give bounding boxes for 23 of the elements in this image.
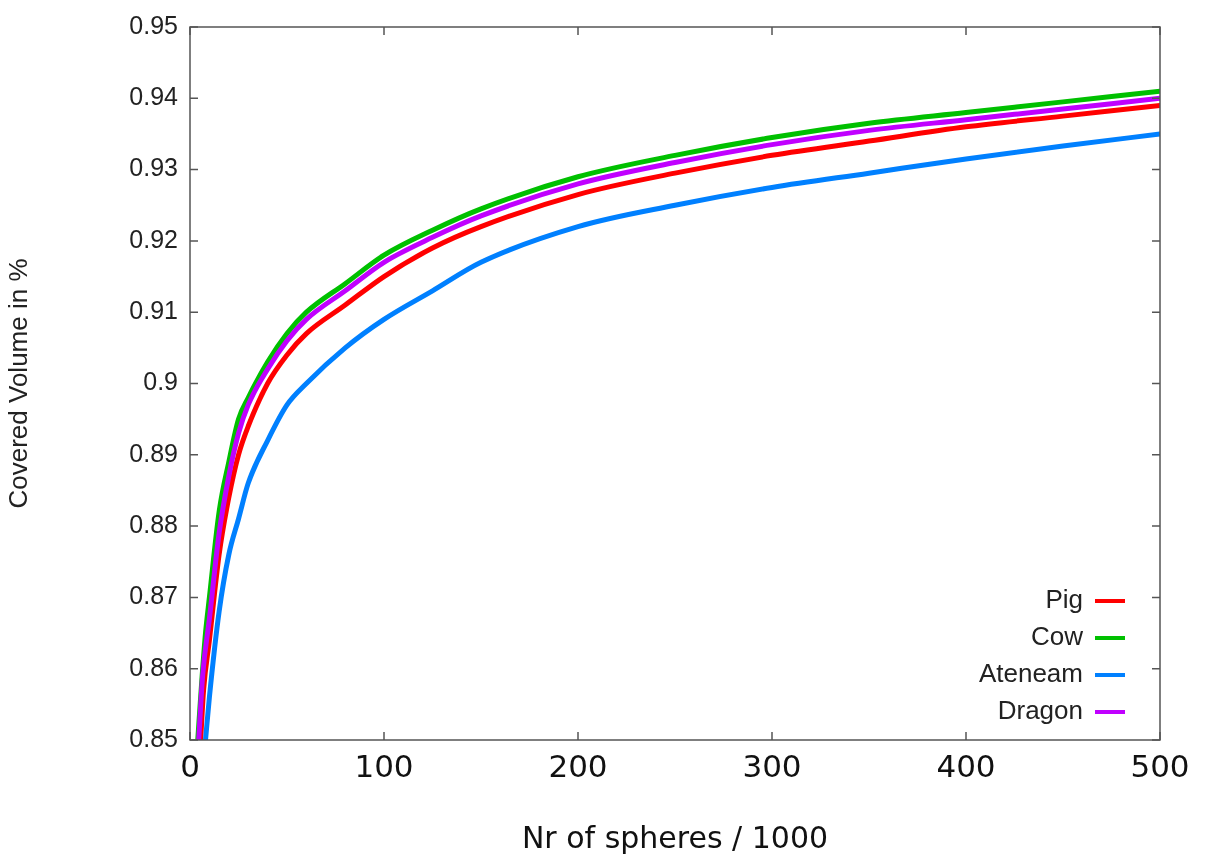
x-tick-label: 300 — [742, 747, 802, 784]
y-tick-label: 0.94 — [129, 82, 179, 111]
legend-label: Cow — [1030, 621, 1084, 652]
y-tick-label: 0.92 — [129, 224, 178, 253]
x-axis-title: Nr of spheres / 1000 — [521, 819, 829, 855]
y-axis-title: Covered Volume in % — [2, 258, 33, 509]
x-tick-label: 500 — [1130, 747, 1190, 784]
y-tick-label: 0.89 — [129, 438, 178, 467]
legend-label: Ateneam — [978, 658, 1083, 689]
legend-label: Pig — [1045, 584, 1083, 615]
x-tick-label: 100 — [354, 747, 414, 784]
y-tick-label: 0.91 — [129, 296, 178, 325]
y-tick-label: 0.87 — [129, 581, 178, 610]
y-tick-label: 0.85 — [129, 723, 178, 752]
y-tick-label: 0.9 — [143, 367, 178, 396]
y-tick-label: 0.88 — [129, 509, 178, 538]
y-tick-label: 0.86 — [129, 652, 178, 681]
x-tick-label: 0 — [180, 747, 200, 784]
y-tick-label: 0.95 — [129, 10, 178, 39]
y-tick-label: 0.93 — [129, 153, 178, 182]
x-tick-label: 400 — [936, 747, 996, 784]
x-tick-label: 200 — [548, 747, 608, 784]
legend-label: Dragon — [997, 695, 1083, 726]
